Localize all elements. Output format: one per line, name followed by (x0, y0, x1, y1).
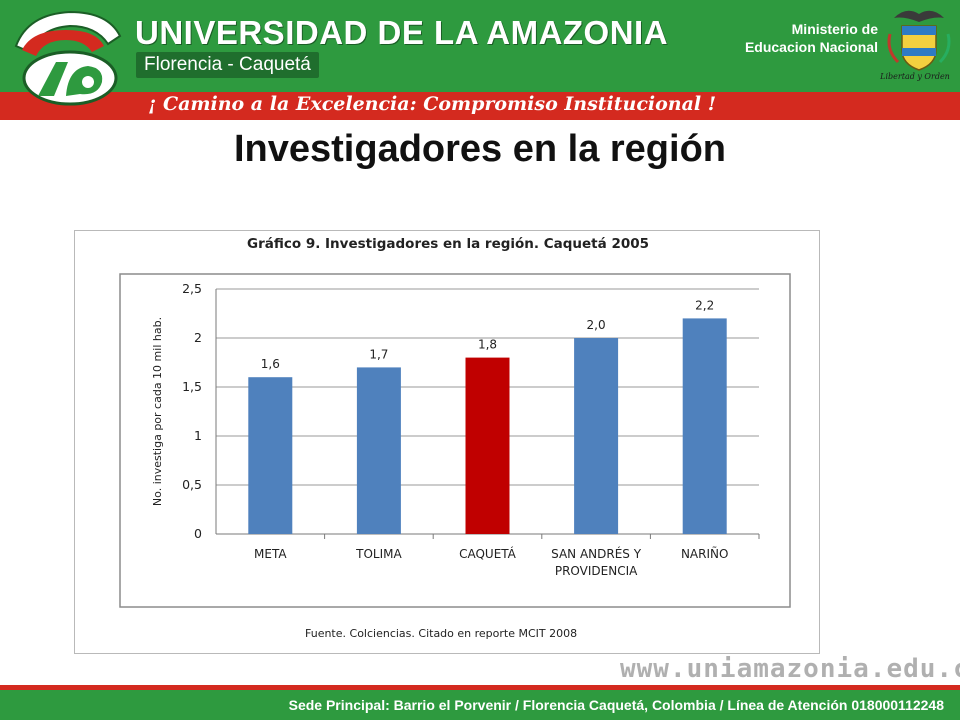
ministry-line-1: Ministerio de (791, 21, 878, 37)
y-tick-label: 0 (194, 526, 202, 541)
y-tick-label: 2 (194, 330, 202, 345)
y-tick-label: 1 (194, 428, 202, 443)
data-label: 1,8 (478, 338, 497, 352)
slogan-band (0, 92, 960, 120)
chart-frame: Gráfico 9. Investigadores en la región. … (74, 230, 820, 654)
data-label: 2,2 (695, 298, 714, 312)
x-tick-label: CAQUETÁ (459, 546, 517, 561)
data-label: 1,6 (261, 357, 280, 371)
x-tick-label: SAN ANDRÉS Y (551, 546, 642, 561)
ministry-line-2: Educacion Nacional (744, 39, 878, 55)
university-name: UNIVERSIDAD DE LA AMAZONIA (135, 14, 669, 51)
university-logo (14, 10, 122, 106)
y-axis-label: No. investiga por cada 10 mil hab. (151, 317, 164, 506)
data-label: 2,0 (587, 318, 606, 332)
crest-caption: Libertad y Orden (880, 72, 950, 81)
slogan: ¡ Camino a la Excelencia: Compromiso Ins… (148, 93, 717, 115)
chart-source: Fuente. Colciencias. Citado en reporte M… (305, 627, 577, 640)
bar (574, 338, 619, 534)
y-tick-label: 1,5 (182, 379, 202, 394)
colombia-coat-of-arms-icon (887, 10, 951, 71)
university-location: Florencia - Caquetá (136, 52, 319, 78)
chart-title: Gráfico 9. Investigadores en la región. … (247, 236, 649, 252)
x-tick-label-line-2: PROVIDENCIA (555, 564, 638, 578)
bar (248, 377, 293, 534)
bar-chart: Gráfico 9. Investigadores en la región. … (119, 236, 791, 640)
website-url: www.uniamazonia.edu.co (620, 654, 960, 684)
y-tick-label: 0,5 (182, 477, 202, 492)
plot-area-border (119, 273, 791, 608)
x-tick-label: META (254, 547, 287, 561)
x-tick-label: NARIÑO (681, 546, 728, 561)
ministry-name: Ministerio de Educacion Nacional (730, 20, 878, 56)
data-label: 1,7 (369, 347, 388, 361)
x-tick-label: TOLIMA (355, 547, 402, 561)
footer-divider (0, 685, 960, 690)
bar (465, 357, 510, 534)
bar (356, 367, 401, 534)
footer-address: Sede Principal: Barrio el Porvenir / Flo… (0, 690, 960, 720)
page-title: Investigadores en la región (233, 128, 727, 170)
y-tick-label: 2,5 (182, 281, 202, 296)
bar (682, 318, 727, 534)
